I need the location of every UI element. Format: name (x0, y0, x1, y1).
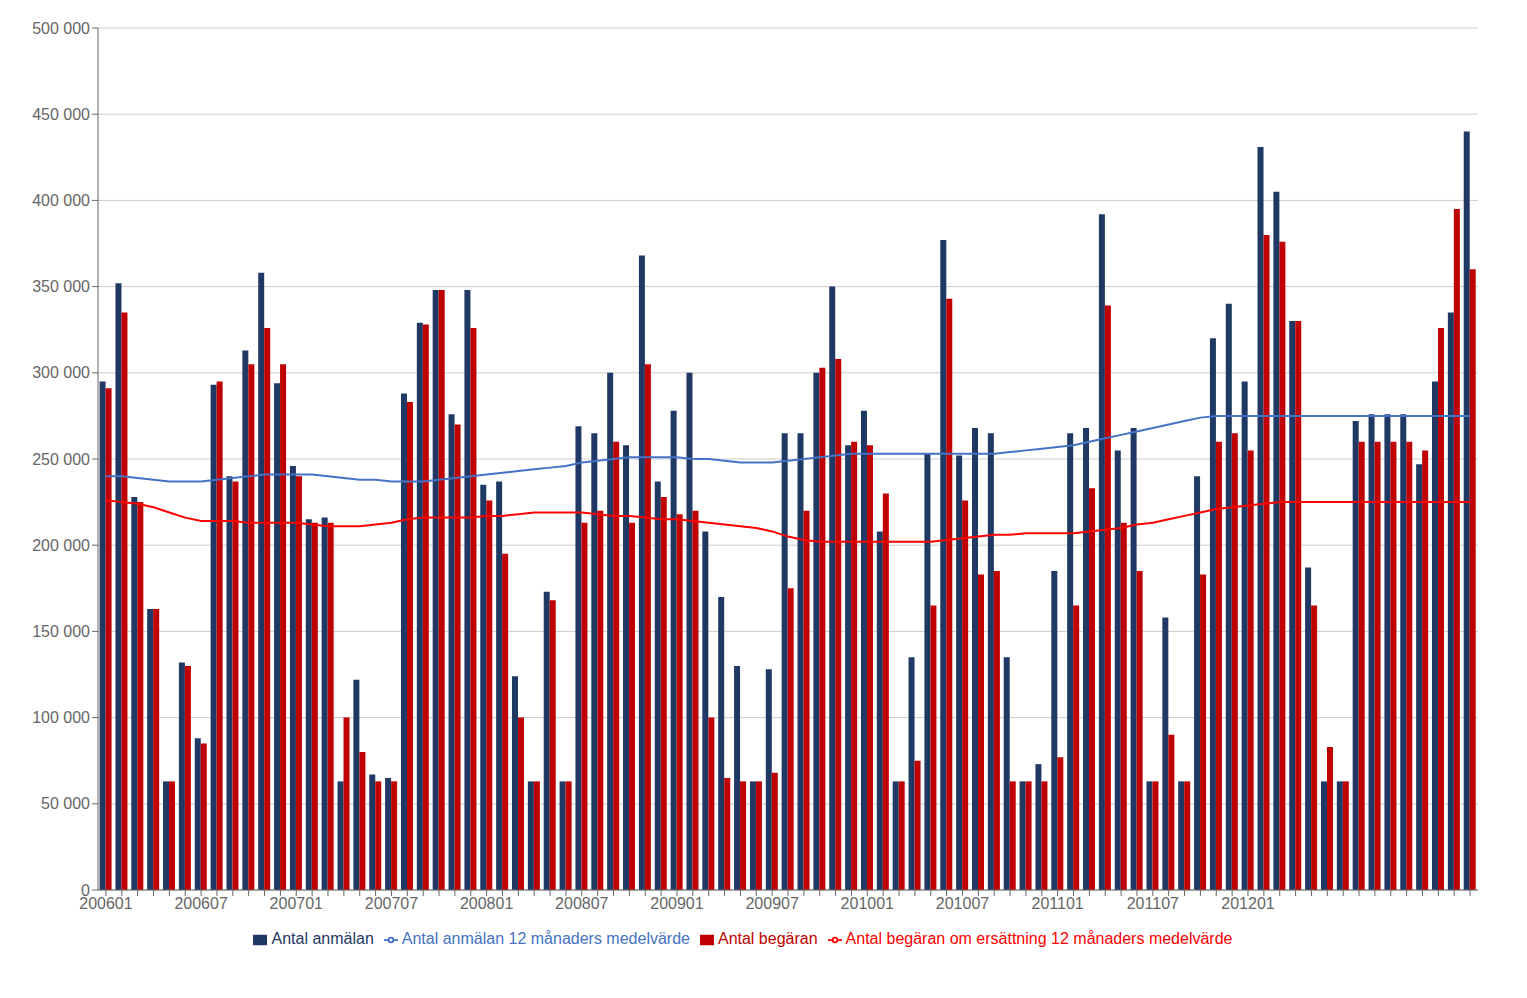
svg-text:150 000: 150 000 (32, 623, 90, 640)
svg-text:100 000: 100 000 (32, 709, 90, 726)
svg-text:450 000: 450 000 (32, 106, 90, 123)
svg-text:201101: 201101 (1032, 895, 1084, 912)
svg-text:201001: 201001 (841, 895, 894, 912)
svg-text:200601: 200601 (79, 895, 133, 913)
svg-text:0: 0 (81, 882, 90, 899)
svg-text:200607: 200607 (174, 895, 227, 912)
svg-text:350 000: 350 000 (32, 278, 90, 295)
svg-text:200801: 200801 (460, 895, 513, 912)
svg-text:200901: 200901 (650, 895, 703, 912)
svg-text:250 000: 250 000 (32, 451, 90, 468)
svg-text:201007: 201007 (936, 895, 989, 912)
svg-text:200907: 200907 (745, 895, 798, 912)
html-text:Antal anmälan: Antal anmälan (271, 930, 374, 947)
svg-text:300 000: 300 000 (32, 364, 90, 381)
svg-text:200807: 200807 (555, 895, 608, 912)
html-text:Antal begäran om ersättning 12: Antal begäran om ersättning 12 månaders … (845, 930, 1233, 947)
svg-text:201201: 201201 (1221, 895, 1274, 912)
svg-text:400 000: 400 000 (32, 192, 90, 209)
html-text:Antal anmälan 12 månaders mede: Antal anmälan 12 månaders medelvärde (401, 930, 690, 947)
html-text:Antal begäran: Antal begäran (718, 930, 818, 947)
svg-text:50 000: 50 000 (41, 795, 90, 812)
svg-text:200 000: 200 000 (32, 537, 90, 554)
svg-text:201107: 201107 (1127, 895, 1179, 912)
svg-text:200707: 200707 (365, 895, 418, 912)
svg-text:500 000: 500 000 (32, 20, 90, 37)
svg-text:200701: 200701 (270, 895, 323, 912)
